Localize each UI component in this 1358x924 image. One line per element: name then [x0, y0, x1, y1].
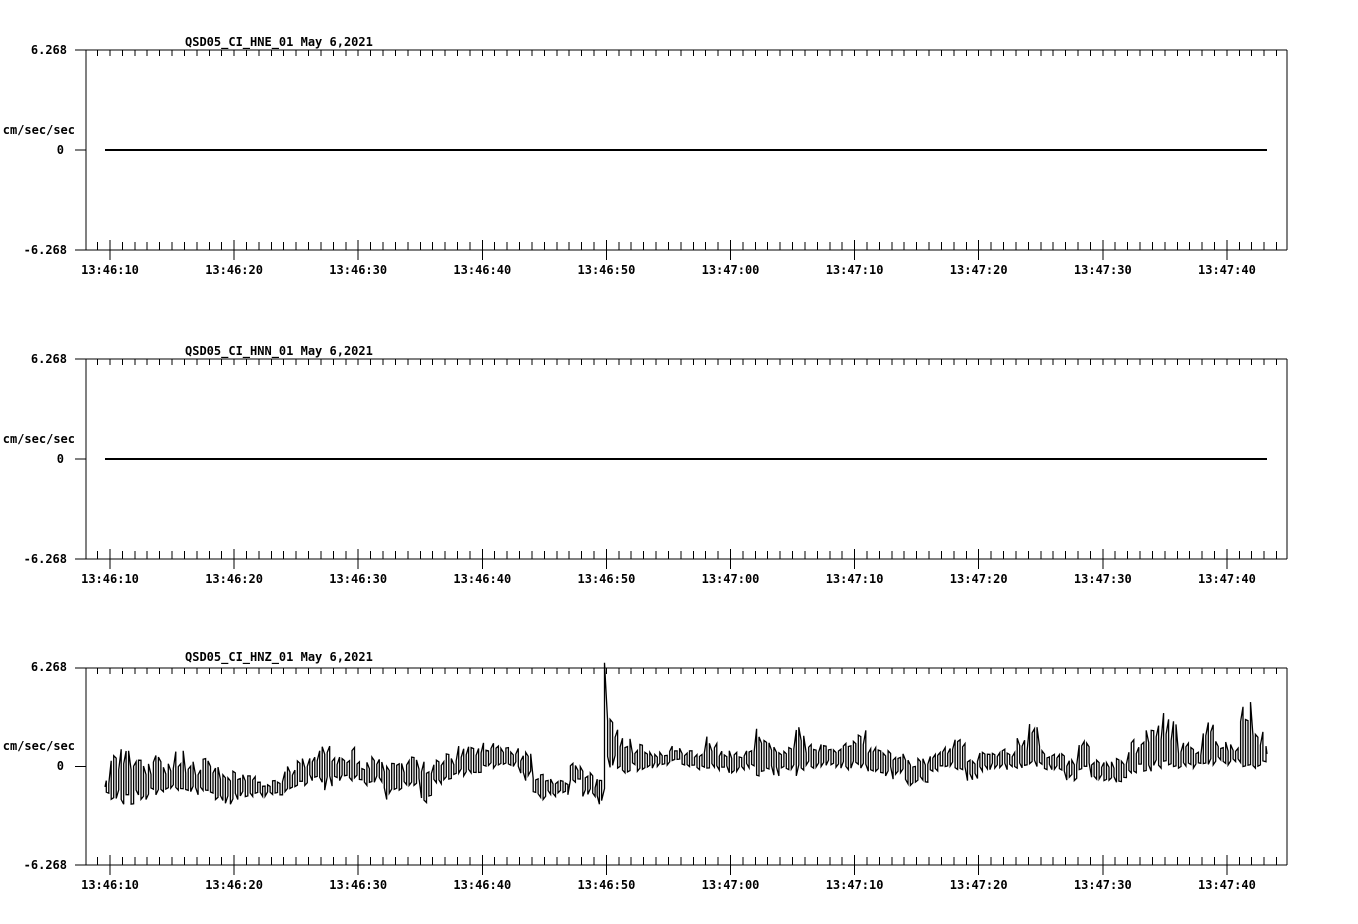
x-tick-label: 13:46:40	[453, 263, 511, 277]
y-min-label: -6.268	[24, 243, 67, 257]
y-min-label: -6.268	[24, 858, 67, 872]
x-tick-label: 13:46:20	[205, 572, 263, 586]
hnz-waveform-trace	[104, 662, 1268, 805]
x-tick-label: 13:46:20	[205, 878, 263, 892]
x-tick-label: 13:46:50	[578, 263, 636, 277]
x-tick-label: 13:46:30	[329, 878, 387, 892]
x-tick-label: 13:46:50	[578, 572, 636, 586]
x-tick-label: 13:46:50	[578, 878, 636, 892]
x-tick-label: 13:47:40	[1198, 878, 1256, 892]
y-zero-label: 0	[57, 759, 64, 773]
x-tick-label: 13:46:20	[205, 263, 263, 277]
waveform-panel-hne: QSD05_CI_HNE_01 May 6,2021 6.268 cm/sec/…	[3, 35, 1288, 277]
y-zero-label: 0	[57, 452, 64, 466]
plot-frame	[75, 49, 1288, 260]
x-tick-label: 13:47:20	[950, 878, 1008, 892]
x-tick-label: 13:47:30	[1074, 878, 1132, 892]
waveform-panel-hnn: QSD05_CI_HNN_01 May 6,2021 6.268 cm/sec/…	[3, 344, 1288, 586]
x-tick-label: 13:47:10	[826, 263, 884, 277]
y-units-label: cm/sec/sec	[3, 432, 75, 446]
x-tick-label: 13:47:40	[1198, 572, 1256, 586]
x-tick-label: 13:46:10	[81, 572, 139, 586]
plot-frame	[75, 358, 1288, 569]
waveform-panel-hnz: QSD05_CI_HNZ_01 May 6,2021 6.268 cm/sec/…	[3, 650, 1288, 892]
x-tick-labels: 13:46:10 13:46:20 13:46:30 13:46:40 13:46:50…	[81, 878, 1256, 892]
y-units-label: cm/sec/sec	[3, 123, 75, 137]
y-units-label: cm/sec/sec	[3, 739, 75, 753]
y-max-label: 6.268	[31, 352, 67, 366]
plot-frame	[75, 667, 1288, 875]
panel-title: QSD05_CI_HNZ_01 May 6,2021	[185, 650, 373, 665]
x-tick-label: 13:46:30	[329, 263, 387, 277]
x-tick-label: 13:47:00	[702, 572, 760, 586]
y-min-label: -6.268	[24, 552, 67, 566]
x-tick-label: 13:47:20	[950, 263, 1008, 277]
y-max-label: 6.268	[31, 43, 67, 57]
y-max-label: 6.268	[31, 660, 67, 674]
x-tick-label: 13:47:40	[1198, 263, 1256, 277]
x-tick-label: 13:46:10	[81, 263, 139, 277]
x-tick-label: 13:47:00	[702, 263, 760, 277]
x-tick-label: 13:46:30	[329, 572, 387, 586]
x-tick-label: 13:47:30	[1074, 263, 1132, 277]
x-tick-label: 13:46:10	[81, 878, 139, 892]
x-tick-label: 13:47:20	[950, 572, 1008, 586]
x-tick-label: 13:46:40	[453, 572, 511, 586]
panel-title: QSD05_CI_HNN_01 May 6,2021	[185, 344, 373, 359]
y-zero-label: 0	[57, 143, 64, 157]
x-tick-labels: 13:46:10 13:46:20 13:46:30 13:46:40 13:46:50…	[81, 263, 1256, 277]
panel-title: QSD05_CI_HNE_01 May 6,2021	[185, 35, 373, 50]
x-tick-label: 13:47:30	[1074, 572, 1132, 586]
x-tick-label: 13:46:40	[453, 878, 511, 892]
x-tick-labels: 13:46:10 13:46:20 13:46:30 13:46:40 13:46:50…	[81, 572, 1256, 586]
trace-hnz	[104, 662, 1268, 805]
x-tick-label: 13:47:00	[702, 878, 760, 892]
x-tick-label: 13:47:10	[826, 572, 884, 586]
x-tick-label: 13:47:10	[826, 878, 884, 892]
